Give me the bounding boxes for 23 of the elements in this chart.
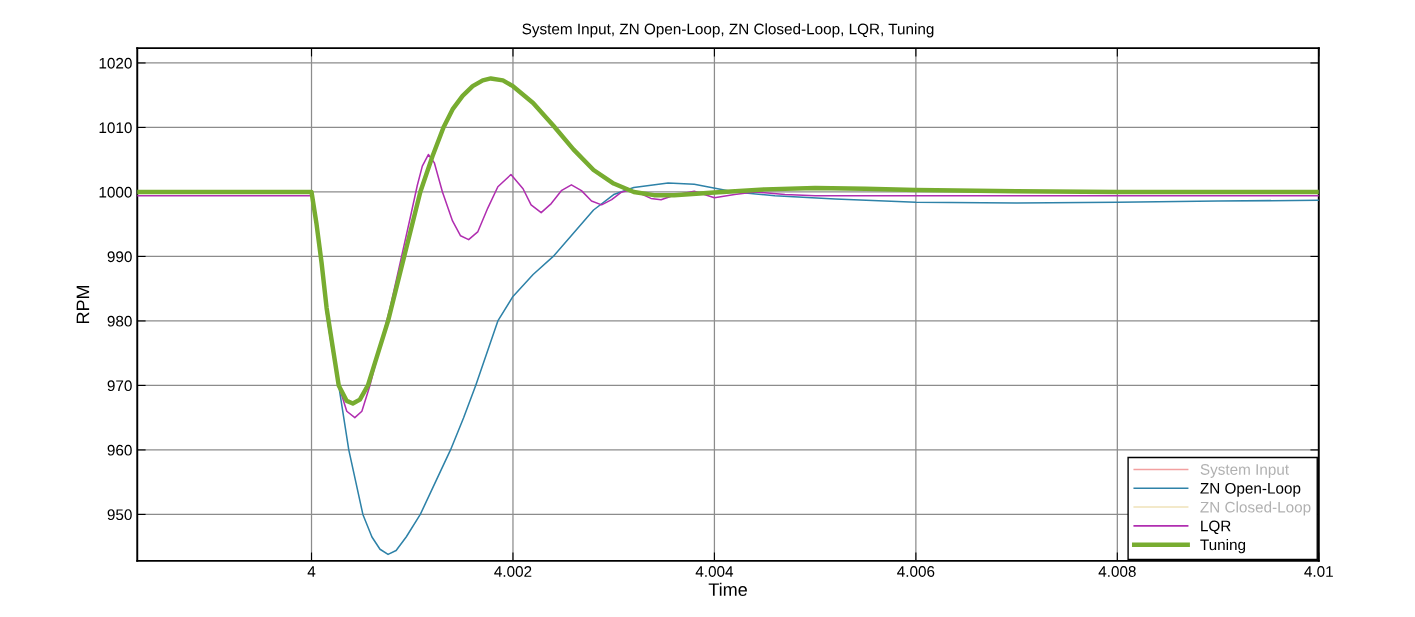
- x-tick-label: 4.01: [1304, 566, 1333, 577]
- y-tick-label: 990: [107, 251, 132, 263]
- y-tick-label: 1010: [99, 122, 132, 134]
- y-axis-title: RPM: [76, 285, 90, 324]
- legend-label: System Input: [1200, 464, 1289, 478]
- y-tick-label: 970: [107, 380, 132, 392]
- x-tick-label: 4: [307, 566, 316, 577]
- y-tick-label: 1020: [99, 57, 132, 69]
- y-tick-label: 980: [107, 315, 132, 327]
- x-tick-label: 4.004: [695, 566, 734, 577]
- legend-label: ZN Closed-Loop: [1200, 501, 1311, 516]
- legend-label: ZN Open-Loop: [1200, 482, 1301, 497]
- chart-title: System Input, ZN Open-Loop, ZN Closed-Loop, LQR, Tuning: [522, 23, 934, 38]
- y-tick-label: 960: [107, 444, 132, 456]
- legend-label: Tuning: [1200, 538, 1246, 554]
- legend-label: LQR: [1201, 520, 1231, 535]
- line-series: [137, 76, 1319, 406]
- x-tick-label: 4.008: [1098, 566, 1136, 577]
- x-tick-label: 4.002: [494, 566, 532, 577]
- x-tick-label: 4.006: [897, 566, 935, 577]
- x-axis-title: Time: [708, 582, 747, 596]
- y-tick-label: 950: [107, 509, 132, 521]
- y-tick-label: 1000: [99, 186, 132, 198]
